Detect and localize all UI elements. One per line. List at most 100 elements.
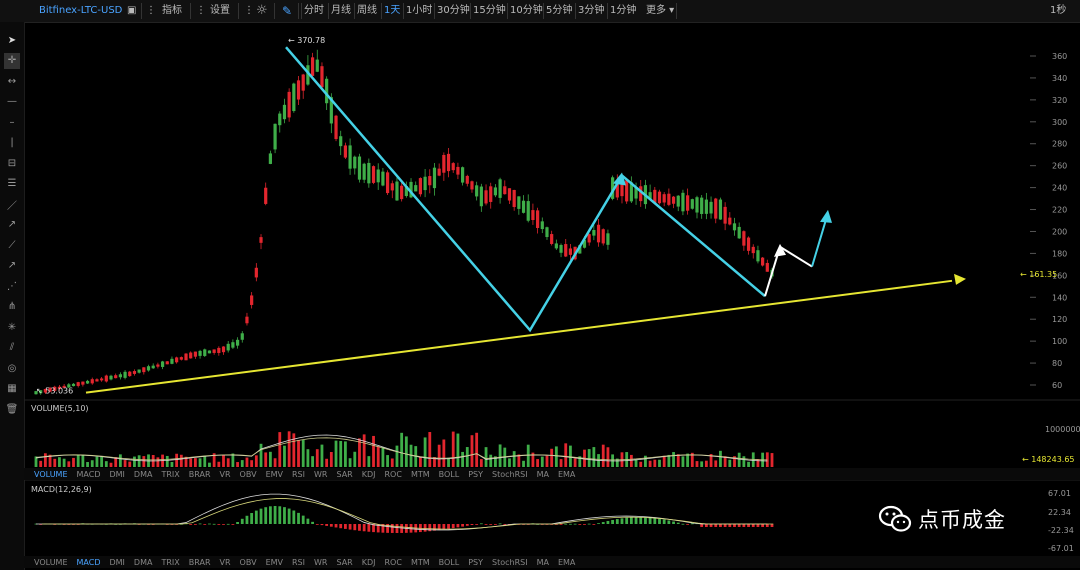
timeframe-tab-0[interactable]: 分时 <box>304 5 324 16</box>
indicator-tab-emv[interactable]: EMV <box>265 558 283 567</box>
volume-bar <box>536 459 540 467</box>
fibonacci-icon[interactable]: ⋰ <box>7 280 17 292</box>
indicator-tab-mtm[interactable]: MTM <box>410 470 430 479</box>
spiral-icon[interactable]: ◎ <box>7 362 17 374</box>
macd-histogram-bar <box>484 524 488 525</box>
parallel-lines-icon[interactable]: ☰ <box>7 178 17 189</box>
timeframe-tab-6[interactable]: 15分钟 <box>473 5 506 16</box>
indicator-tab-rsi[interactable]: RSI <box>292 470 305 479</box>
indicator-tab-volume[interactable]: VOLUME <box>34 558 68 567</box>
candle-body <box>301 74 305 91</box>
indicator-tab-macd[interactable]: MACD <box>76 558 101 567</box>
cursor-icon[interactable]: ➤ <box>7 34 17 46</box>
candle-body <box>118 374 122 378</box>
timeframe-tab-1[interactable]: 月线 <box>331 5 351 16</box>
volume-bar <box>400 432 404 467</box>
gann-icon[interactable]: ✳ <box>7 321 17 333</box>
macd-histogram-bar <box>325 524 329 526</box>
indicator-tab-vr[interactable]: VR <box>219 470 231 479</box>
chart-canvas[interactable]: 60 80 100 120 140 160 180 200 220 240 260 280 300 320… <box>0 22 1080 570</box>
menu-dots-icon-2[interactable]: ⋮ <box>196 5 206 16</box>
pitchfork-icon[interactable]: ⋔ <box>7 301 17 312</box>
indicator-tab-sar[interactable]: SAR <box>336 470 353 479</box>
indicator-tab-mtm[interactable]: MTM <box>410 558 430 567</box>
candle-body <box>231 342 235 348</box>
indicator-tab-brar[interactable]: BRAR <box>188 558 211 567</box>
indicators-button[interactable]: 指标 <box>162 5 182 16</box>
short-line-icon[interactable]: – <box>9 116 15 128</box>
indicator-tab-trix[interactable]: TRIX <box>161 470 180 479</box>
macd-histogram-bar <box>765 524 769 527</box>
settings-button[interactable]: 设置 <box>210 5 230 16</box>
indicator-tab-wr[interactable]: WR <box>314 470 328 479</box>
arrow-line-icon[interactable]: ↗ <box>7 260 17 271</box>
horizontal-ray-icon[interactable]: ↔ <box>7 75 17 87</box>
fan-icon[interactable]: ⫽ <box>9 342 15 353</box>
y-tick-label: 320 <box>1052 96 1067 105</box>
menu-dots-icon-3[interactable]: ⋮ <box>244 5 254 16</box>
indicator-tab-obv[interactable]: OBV <box>239 470 257 479</box>
indicator-tab-dma[interactable]: DMA <box>133 470 153 479</box>
indicator-tab-dmi[interactable]: DMI <box>109 558 125 567</box>
macd-histogram-bar <box>761 524 765 527</box>
indicator-tab-ema[interactable]: EMA <box>557 470 576 479</box>
indicator-tab-wr[interactable]: WR <box>314 558 328 567</box>
candle-body <box>723 206 727 224</box>
more-button[interactable]: 更多 ▾ <box>646 5 675 16</box>
indicator-tab-kdj[interactable]: KDJ <box>361 558 376 567</box>
indicator-tab-psy[interactable]: PSY <box>468 470 484 479</box>
indicator-tab-brar[interactable]: BRAR <box>188 470 211 479</box>
timeframe-tab-10[interactable]: 1分钟 <box>610 5 637 16</box>
indicator-tab-macd[interactable]: MACD <box>76 470 101 479</box>
timeframe-tab-8[interactable]: 5分钟 <box>546 5 573 16</box>
menu-dots-icon[interactable]: ⋮ <box>146 5 156 16</box>
indicator-tab-obv[interactable]: OBV <box>239 558 257 567</box>
indicator-tab-rsi[interactable]: RSI <box>292 558 305 567</box>
indicator-tab-vr[interactable]: VR <box>219 558 231 567</box>
segment-icon[interactable]: ⟋ <box>8 239 16 251</box>
indicator-tab-volume[interactable]: VOLUME <box>34 470 68 479</box>
timeframe-tab-5[interactable]: 30分钟 <box>437 5 470 16</box>
timeframe-tab-9[interactable]: 3分钟 <box>578 5 605 16</box>
pencil-icon[interactable]: ✎ <box>282 4 293 18</box>
timeframe-tab-4[interactable]: 1小时 <box>406 5 433 16</box>
timeframe-tab-7[interactable]: 10分钟 <box>510 5 543 16</box>
indicator-tab-dmi[interactable]: DMI <box>109 470 125 479</box>
macd-histogram-bar <box>348 524 352 530</box>
candle-body <box>732 223 737 231</box>
trend-line-icon[interactable]: ／ <box>7 200 17 212</box>
vertical-line-icon[interactable]: | <box>10 137 14 148</box>
compare-icon[interactable]: ▣ <box>127 5 137 16</box>
indicator-tab-ma[interactable]: MA <box>536 558 549 567</box>
indicator-tab-dma[interactable]: DMA <box>133 558 153 567</box>
candle-body <box>385 172 390 194</box>
measure-icon[interactable]: ▦ <box>7 383 17 394</box>
ray-icon[interactable]: ↗ <box>7 219 17 230</box>
trash-icon[interactable]: 🗑 <box>5 403 19 415</box>
gear-icon[interactable]: ☼ <box>256 3 268 18</box>
indicator-tab-kdj[interactable]: KDJ <box>361 470 376 479</box>
crosshair-icon[interactable]: ✛ <box>4 52 20 69</box>
horizontal-line-icon[interactable]: — <box>7 96 17 107</box>
indicator-tab-boll[interactable]: BOLL <box>438 470 460 479</box>
indicator-tab-ema[interactable]: EMA <box>557 558 576 567</box>
indicator-tab-stochrsi[interactable]: StochRSI <box>492 470 528 479</box>
indicator-tab-ma[interactable]: MA <box>536 470 549 479</box>
indicator-tab-emv[interactable]: EMV <box>265 470 283 479</box>
price-range-icon[interactable]: ⊟ <box>7 157 17 169</box>
indicator-tab-roc[interactable]: ROC <box>384 558 402 567</box>
timeframe-tab-2[interactable]: 周线 <box>357 5 377 16</box>
candle-body <box>170 358 174 364</box>
refresh-interval[interactable]: 1秒 <box>1050 5 1067 16</box>
indicator-tab-sar[interactable]: SAR <box>336 558 353 567</box>
indicator-tab-trix[interactable]: TRIX <box>161 558 180 567</box>
macd-histogram-bar <box>658 518 661 524</box>
indicator-tab-stochrsi[interactable]: StochRSI <box>492 558 528 567</box>
symbol-selector[interactable]: Bitfinex-LTC-USD <box>39 5 123 16</box>
macd-histogram-bar <box>583 524 586 525</box>
indicator-tab-roc[interactable]: ROC <box>384 470 402 479</box>
timeframe-tab-3[interactable]: 1天 <box>384 5 401 16</box>
macd-histogram-bar <box>540 524 544 525</box>
indicator-tab-boll[interactable]: BOLL <box>438 558 460 567</box>
indicator-tab-psy[interactable]: PSY <box>468 558 484 567</box>
